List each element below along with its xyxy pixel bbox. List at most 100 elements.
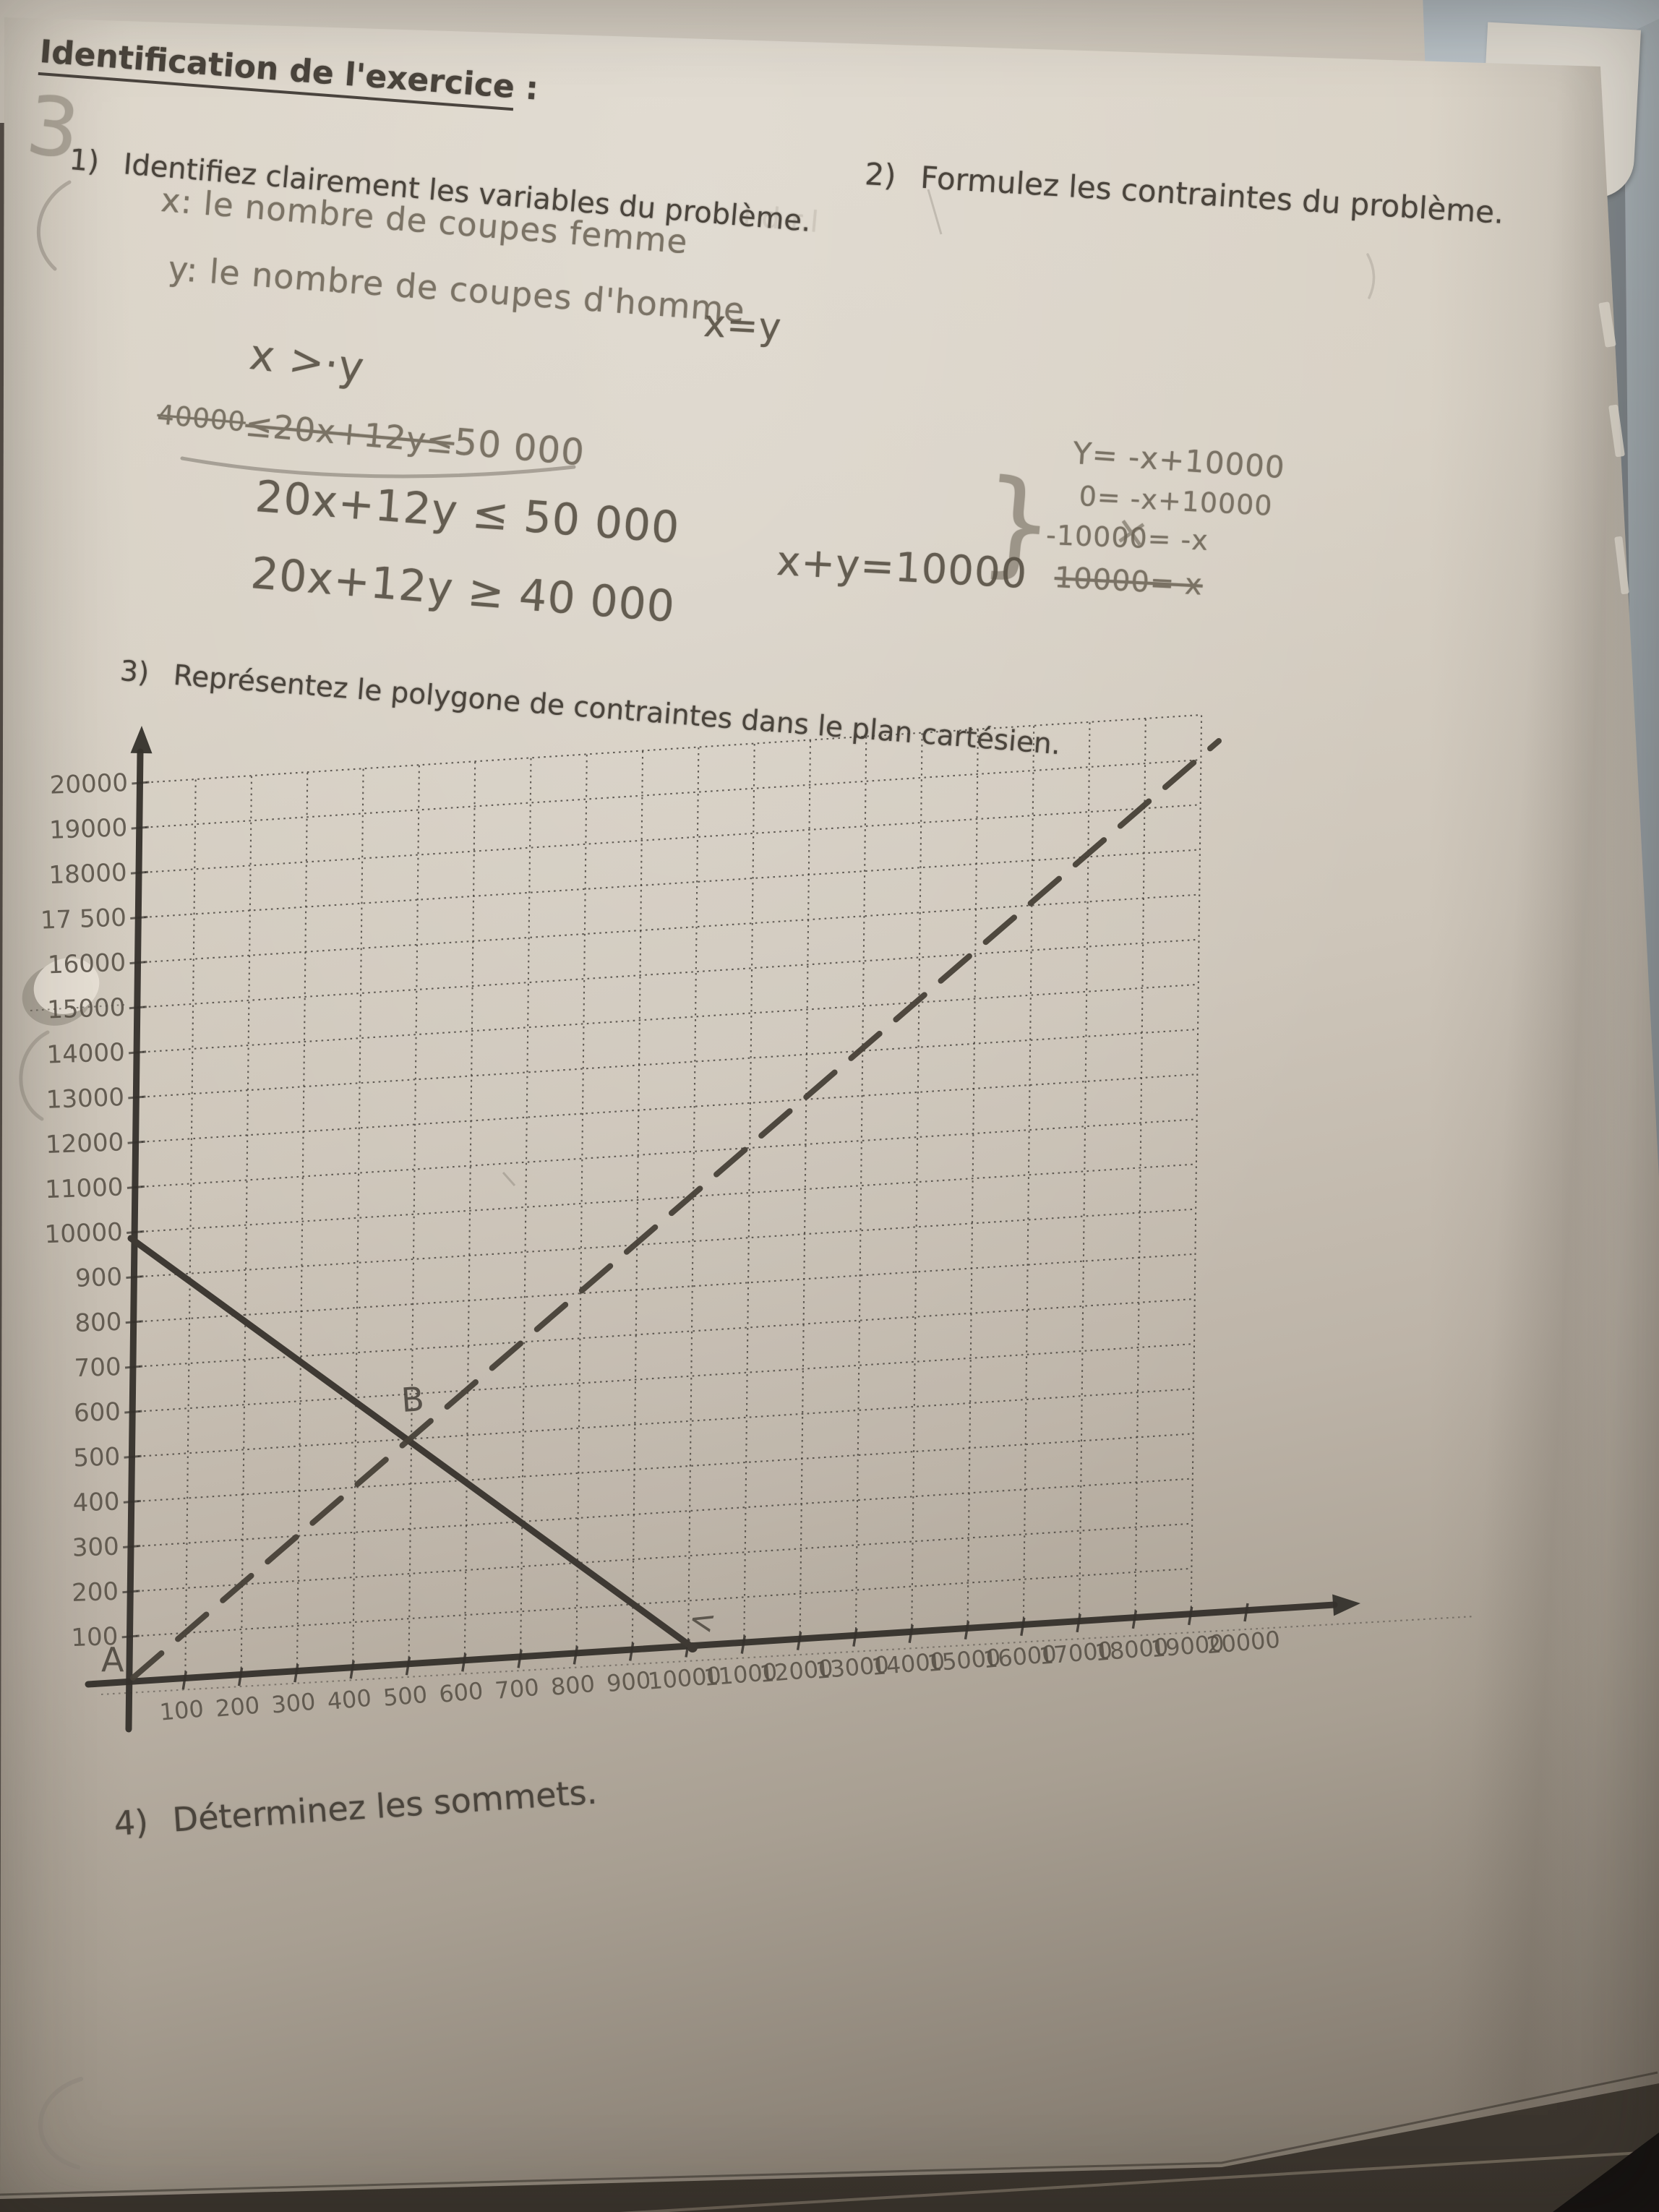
y-axis-label: 17 500 <box>40 903 127 935</box>
y-axis-label: 14000 <box>46 1038 126 1070</box>
corner-mark: < <box>685 1600 719 1642</box>
y-axis-tick <box>124 1454 142 1459</box>
grid-horizontal-line <box>130 1522 1193 1592</box>
x-axis-label: 200 <box>215 1692 261 1723</box>
x-axis-tick <box>796 1632 802 1650</box>
line-x-plus-y-10000 <box>127 1235 696 1651</box>
grid-horizontal-line <box>131 1478 1193 1548</box>
y-axis-tick <box>128 1095 146 1099</box>
y-axis-tick <box>125 1320 143 1324</box>
x-axis-tick <box>629 1642 635 1661</box>
x-axis-tick <box>908 1624 914 1643</box>
y-axis-label: 600 <box>73 1397 121 1428</box>
y-axis-label: 16000 <box>47 948 127 980</box>
y-axis-tick <box>127 1140 145 1144</box>
line-x-equals-y-dashed <box>130 738 1222 1681</box>
page-bottom-edge <box>0 2071 1658 2196</box>
x-axis-label: 700 <box>494 1673 540 1705</box>
struck-inequality-underline <box>180 456 576 479</box>
x-axis-label: 13000 <box>815 1650 891 1684</box>
x-axis-label: 19000 <box>1149 1629 1225 1663</box>
x-axis-label: 20000 <box>1206 1626 1282 1660</box>
pencil-arc <box>38 2077 83 2169</box>
x-axis-label: 300 <box>270 1688 317 1719</box>
y-axis-tick <box>131 826 149 830</box>
y-axis-tick <box>126 1275 144 1279</box>
grid-horizontal-line <box>137 893 1200 964</box>
y-axis-tick <box>123 1499 142 1504</box>
y-axis-label: 500 <box>73 1442 121 1472</box>
x-axis-tick <box>1188 1606 1193 1626</box>
vertex-a-label: A <box>101 1640 124 1679</box>
grid-horizontal-line <box>134 1208 1196 1278</box>
x-axis-tick <box>1076 1613 1081 1633</box>
y-axis-tick <box>122 1590 140 1594</box>
x-axis-label: 400 <box>326 1684 372 1715</box>
x-axis-tick <box>349 1660 355 1679</box>
y-axis-label: 15000 <box>47 993 127 1025</box>
dotted-fragment <box>30 1003 125 1012</box>
y-axis-tick <box>130 915 148 919</box>
x-axis-label: 600 <box>438 1677 484 1708</box>
x-axis-label: 18000 <box>1094 1633 1170 1667</box>
y-axis-tick <box>127 1230 145 1234</box>
y-axis-tick <box>129 961 147 965</box>
x-axis-tick <box>517 1650 523 1668</box>
x-axis-arrowhead <box>1332 1594 1360 1616</box>
x-axis-tick <box>1131 1610 1138 1629</box>
y-axis-label: 20000 <box>49 768 129 800</box>
pencil-arc <box>19 1030 50 1121</box>
grid-horizontal-line <box>137 983 1199 1053</box>
x-axis-label: 16000 <box>982 1639 1058 1673</box>
pencil-arc <box>36 180 72 271</box>
x-axis-tick <box>293 1663 299 1683</box>
grid-horizontal-line <box>132 1298 1195 1368</box>
y-axis-label: 19000 <box>48 813 128 845</box>
pencil-squiggle <box>1366 253 1376 299</box>
line-endpoint-dot <box>687 1642 698 1652</box>
y-axis-label: 13000 <box>46 1083 125 1115</box>
x-axis-tick <box>237 1667 244 1686</box>
y-axis-tick <box>123 1545 141 1549</box>
y-axis-label: 10000 <box>44 1218 124 1250</box>
x-axis-tick <box>1243 1603 1249 1622</box>
y-axis-tick <box>127 1185 145 1189</box>
grid-horizontal-line <box>129 1567 1192 1637</box>
vertex-b-label: B <box>400 1379 425 1420</box>
x-axis-tick <box>740 1635 746 1654</box>
y-axis-tick <box>132 781 150 785</box>
y-axis-label: 100 <box>71 1622 119 1652</box>
y-axis-label: 400 <box>72 1487 120 1517</box>
y-axis-tick <box>124 1410 142 1414</box>
x-axis-label: 12000 <box>758 1654 834 1688</box>
grid-horizontal-line <box>131 1433 1193 1503</box>
y-axis-label: 800 <box>74 1308 122 1338</box>
grid-horizontal-line <box>134 1163 1196 1233</box>
axis-shadow-dotted-line <box>100 1615 1475 1696</box>
grid-horizontal-line <box>138 849 1201 919</box>
grid-horizontal-line <box>133 1253 1196 1323</box>
y-axis-tick <box>129 1006 147 1010</box>
x-axis-tick <box>181 1671 187 1690</box>
grid-horizontal-line <box>136 1028 1199 1099</box>
y-axis-label: 18000 <box>48 858 128 890</box>
x-axis-tick <box>1020 1617 1026 1637</box>
grid-horizontal-line <box>134 1118 1197 1188</box>
grid-horizontal-line <box>132 1388 1194 1458</box>
grid-horizontal-line <box>140 713 1202 784</box>
x-axis-label: 17000 <box>1038 1637 1114 1671</box>
x-axis-label: 100 <box>158 1695 205 1726</box>
grid-horizontal-line <box>135 1073 1198 1144</box>
y-axis-label: 900 <box>75 1263 123 1293</box>
x-axis-label: 900 <box>606 1666 652 1697</box>
grid-horizontal-line <box>138 804 1201 874</box>
x-axis-label: 800 <box>549 1670 596 1701</box>
y-axis-tick <box>130 870 149 875</box>
grid-horizontal-line <box>132 1343 1195 1413</box>
x-axis-tick <box>405 1656 411 1676</box>
grid-horizontal-line <box>137 938 1199 1008</box>
x-axis-tick <box>573 1646 579 1665</box>
y-axis-tick <box>128 1050 147 1055</box>
